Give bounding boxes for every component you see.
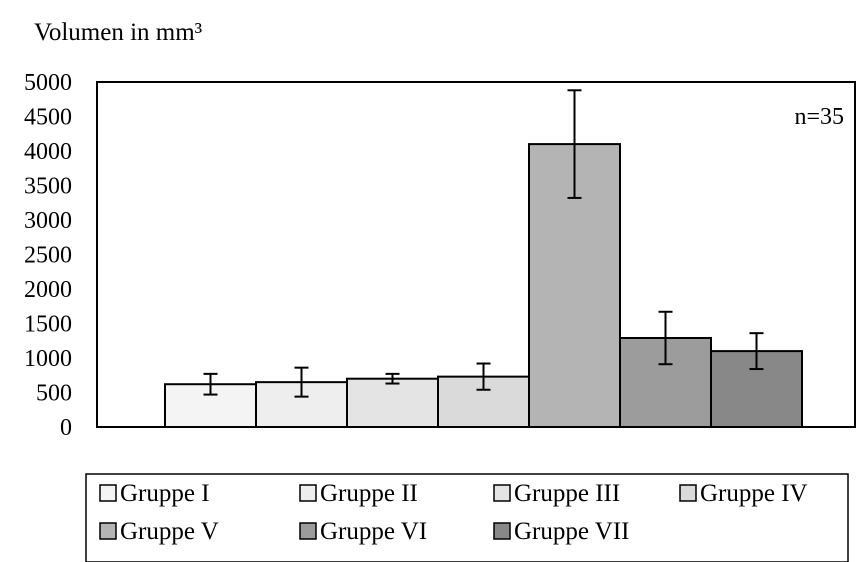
legend-swatch: [299, 484, 317, 502]
legend-swatch: [99, 522, 117, 540]
y-axis-ticks: 0 500 1000 1500 2000 2500 3000 3500 4000 4500 5000: [24, 70, 72, 441]
legend-label: Gruppe III: [514, 480, 620, 507]
legend-label: Gruppe IV: [700, 480, 808, 507]
y-tick-label: 2000: [24, 277, 72, 303]
y-tick-label: 4500: [24, 105, 72, 131]
legend-label: Gruppe VI: [320, 518, 427, 545]
bar: [346, 377, 439, 429]
y-tick-label: 1500: [24, 312, 72, 338]
legend: Gruppe I Gruppe II Gruppe III Gruppe IV Grup…: [99, 480, 808, 545]
y-tick-label: 3000: [24, 208, 72, 234]
legend-swatch: [493, 522, 511, 540]
y-tick-label: 3500: [24, 174, 72, 200]
legend-label: Gruppe I: [120, 480, 210, 507]
y-tick-label: 5000: [24, 70, 72, 96]
plot-area-frame: [96, 81, 856, 428]
y-axis-label: Volumen in mm³: [34, 19, 203, 46]
error-bars: [203, 89, 764, 398]
y-tick-label: 2500: [24, 243, 72, 269]
legend-swatch: [299, 522, 317, 540]
y-tick-label: 500: [36, 381, 72, 407]
legend-swatch: [679, 484, 697, 502]
legend-swatch: [99, 484, 117, 502]
y-tick-label: 4000: [24, 139, 72, 165]
legend-label: Gruppe VII: [514, 518, 629, 545]
legend-frame: [85, 473, 849, 562]
legend-swatch: [493, 484, 511, 502]
sample-size-annotation: n=35: [794, 104, 844, 130]
legend-label: Gruppe II: [320, 480, 418, 507]
y-tick-label: 0: [60, 415, 72, 441]
legend-label: Gruppe V: [120, 518, 219, 545]
y-tick-label: 1000: [24, 346, 72, 372]
